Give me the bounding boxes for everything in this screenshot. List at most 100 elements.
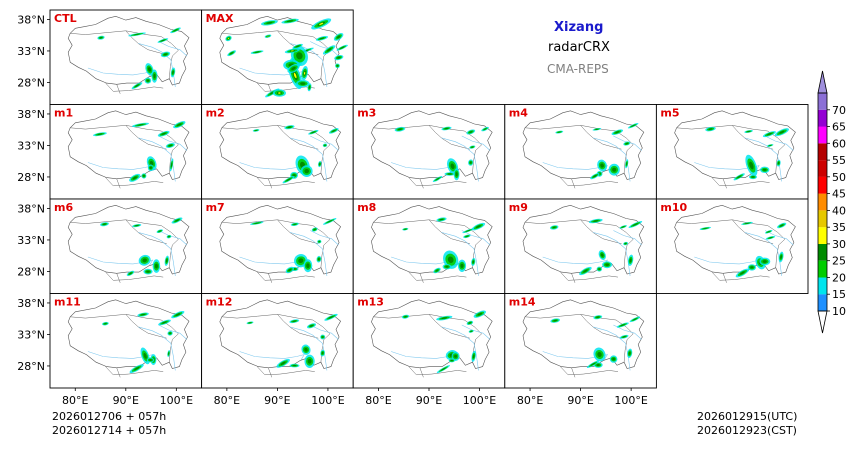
echo-25dbz [146,79,150,82]
province-boundary [580,219,622,244]
panel-bg [50,10,202,105]
echo-25dbz [746,130,751,133]
echo-25dbz [102,223,107,225]
echo-30dbz [278,92,281,94]
echo-25dbz [632,318,637,321]
panel-label: m6 [54,201,73,214]
echo-25dbz [439,218,444,221]
echo-25dbz [600,163,604,168]
province-boundary [711,271,770,281]
river-line [158,230,188,246]
echo-25dbz [450,360,453,362]
panel-label: m12 [206,296,233,309]
echo-cell [303,259,313,273]
echo-25dbz [160,39,165,42]
echo-cell [759,257,771,266]
river-line [542,162,609,171]
echo-25dbz [593,174,597,178]
river-line [461,230,491,246]
echo-25dbz [593,220,599,222]
echo-25dbz [248,322,252,324]
echo-25dbz [291,66,296,71]
echo-25dbz [142,258,147,263]
echo-cell [290,222,299,227]
echo-cell [164,255,169,266]
title-model: CMA-REPS [547,62,609,76]
map-panel-m5 [656,104,808,199]
echo-cell [733,173,745,181]
echo-cell [169,158,174,172]
echo-cell [611,129,624,136]
echo-25dbz [168,144,173,147]
echo-25dbz [313,228,316,231]
province-boundary [408,366,467,376]
province-boundary [268,273,273,283]
river-line [744,137,782,182]
river-line [138,326,176,371]
echo-cell [317,239,322,244]
echo-25dbz [621,226,625,228]
colorbar-bin [818,193,827,211]
echo-cell [593,315,603,320]
echo-25dbz [337,56,341,59]
echo-cell [285,266,294,274]
echo-25dbz [266,21,273,24]
echo-25dbz [311,131,316,134]
panel-label: m10 [660,201,687,214]
echo-25dbz [168,235,170,238]
echo-25dbz [477,312,483,316]
echo-25dbz [340,46,345,49]
river-line [310,135,339,151]
echo-cell [699,226,712,230]
river-line [764,230,794,246]
province-boundary [560,366,619,376]
echo-25dbz [625,142,629,145]
echo-cell [132,223,142,228]
echo-cell [471,257,476,266]
province-boundary [277,125,319,150]
plateau-boundary [371,204,493,275]
echo-25dbz [779,224,784,227]
echo-25dbz [460,263,464,268]
echo-cell [623,241,629,246]
lat-tick-label: 38°N [17,108,45,121]
province-boundary [571,178,576,189]
echo-cell [272,89,286,97]
echo-25dbz [595,128,599,130]
echo-cell [166,234,172,239]
colorbar-bin [818,277,827,295]
echo-25dbz [744,222,750,224]
echo-cell [289,363,300,368]
echo-30dbz [267,35,269,37]
lon-tick-label: 100°E [614,394,647,407]
echo-cell [334,54,344,61]
echo-25dbz [97,133,103,135]
province-boundary [419,273,424,283]
echo-cell [157,130,170,137]
river-line [593,326,631,371]
river-line [613,230,642,246]
colorbar-label: 50 [832,171,846,184]
echo-25dbz [749,161,754,170]
province-boundary [560,271,619,281]
echo-25dbz [134,225,139,227]
panel-bg [504,199,657,294]
map-panel-m1 [50,104,202,199]
echo-25dbz [632,223,639,226]
echo-cell [447,158,459,175]
panel-label: m5 [660,107,679,120]
colorbar-label: 20 [832,272,846,285]
echo-cell [93,132,107,137]
lon-tick-label: 100°E [311,394,344,407]
echo-25dbz [596,364,600,366]
panel-bg [50,104,202,199]
colorbar-bin [818,227,827,244]
map-panel-MAX [201,10,354,105]
echo-cell [296,79,310,88]
echo-30dbz [303,71,306,75]
province-boundary [711,177,770,187]
echo-cell [102,321,109,326]
echo-cell [549,225,559,230]
echo-25dbz [319,163,321,166]
echo-25dbz [780,255,783,259]
